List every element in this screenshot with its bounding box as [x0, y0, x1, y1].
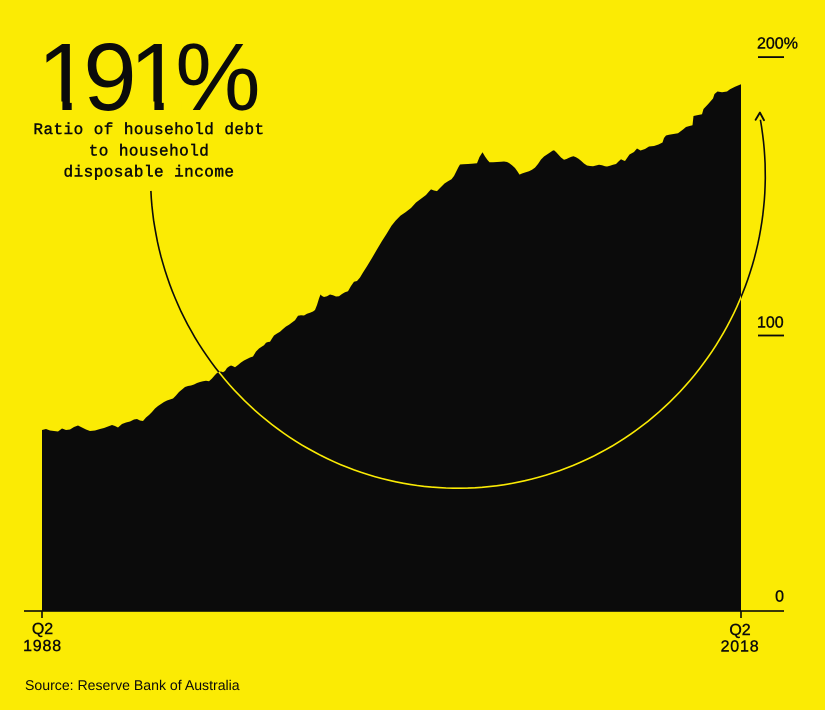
- svg-text:Ratio of household debt: Ratio of household debt: [33, 121, 264, 139]
- svg-text:disposable income: disposable income: [64, 164, 235, 182]
- svg-text:100: 100: [757, 315, 784, 332]
- svg-text:Q2: Q2: [32, 621, 53, 638]
- svg-text:2018: 2018: [721, 639, 760, 656]
- svg-text:Q2: Q2: [729, 622, 750, 639]
- svg-text:191%: 191%: [37, 24, 257, 131]
- svg-text:0: 0: [775, 589, 784, 606]
- svg-text:Source: Reserve Bank of Austra: Source: Reserve Bank of Australia: [25, 677, 240, 693]
- svg-text:1988: 1988: [23, 638, 62, 655]
- svg-text:200%: 200%: [757, 36, 798, 53]
- svg-text:to household: to household: [89, 143, 210, 161]
